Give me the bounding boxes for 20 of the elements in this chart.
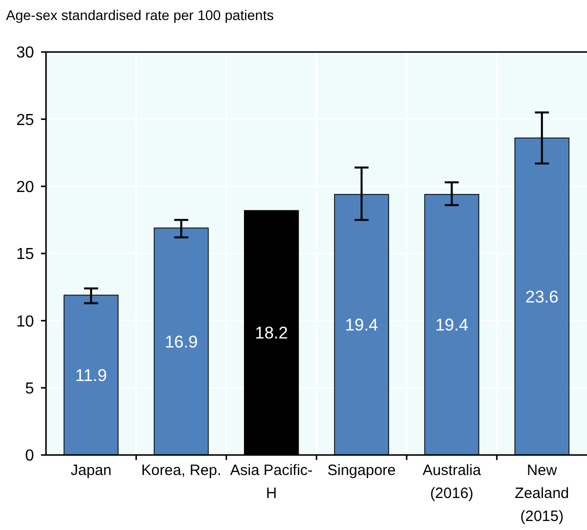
data-label: 18.2 [254,324,288,343]
x-tick-label: New Zealand (2015) [514,462,570,525]
chart-title: Age-sex standardised rate per 100 patients [6,7,274,23]
data-label: 23.6 [525,287,558,306]
x-tick-label: Asia Pacific- H [230,462,313,502]
y-tick-label: 15 [16,246,34,264]
data-label: 11.9 [75,366,107,386]
x-tick-label: Singapore [327,462,396,479]
x-tick-label: Australia (2016) [422,462,482,502]
x-tick-label: Japan [70,462,112,479]
y-tick-label: 5 [25,380,34,398]
y-tick-label: 10 [16,313,34,330]
y-tick-label: 25 [16,112,34,129]
y-tick-label: 30 [16,44,34,62]
data-label: 19.4 [345,316,378,335]
x-tick-label: Korea, Rep. [141,462,222,479]
data-label: 19.4 [435,316,468,335]
y-tick-label: 0 [25,448,34,465]
data-label: 16.9 [164,332,198,352]
y-tick-label: 20 [16,178,34,196]
